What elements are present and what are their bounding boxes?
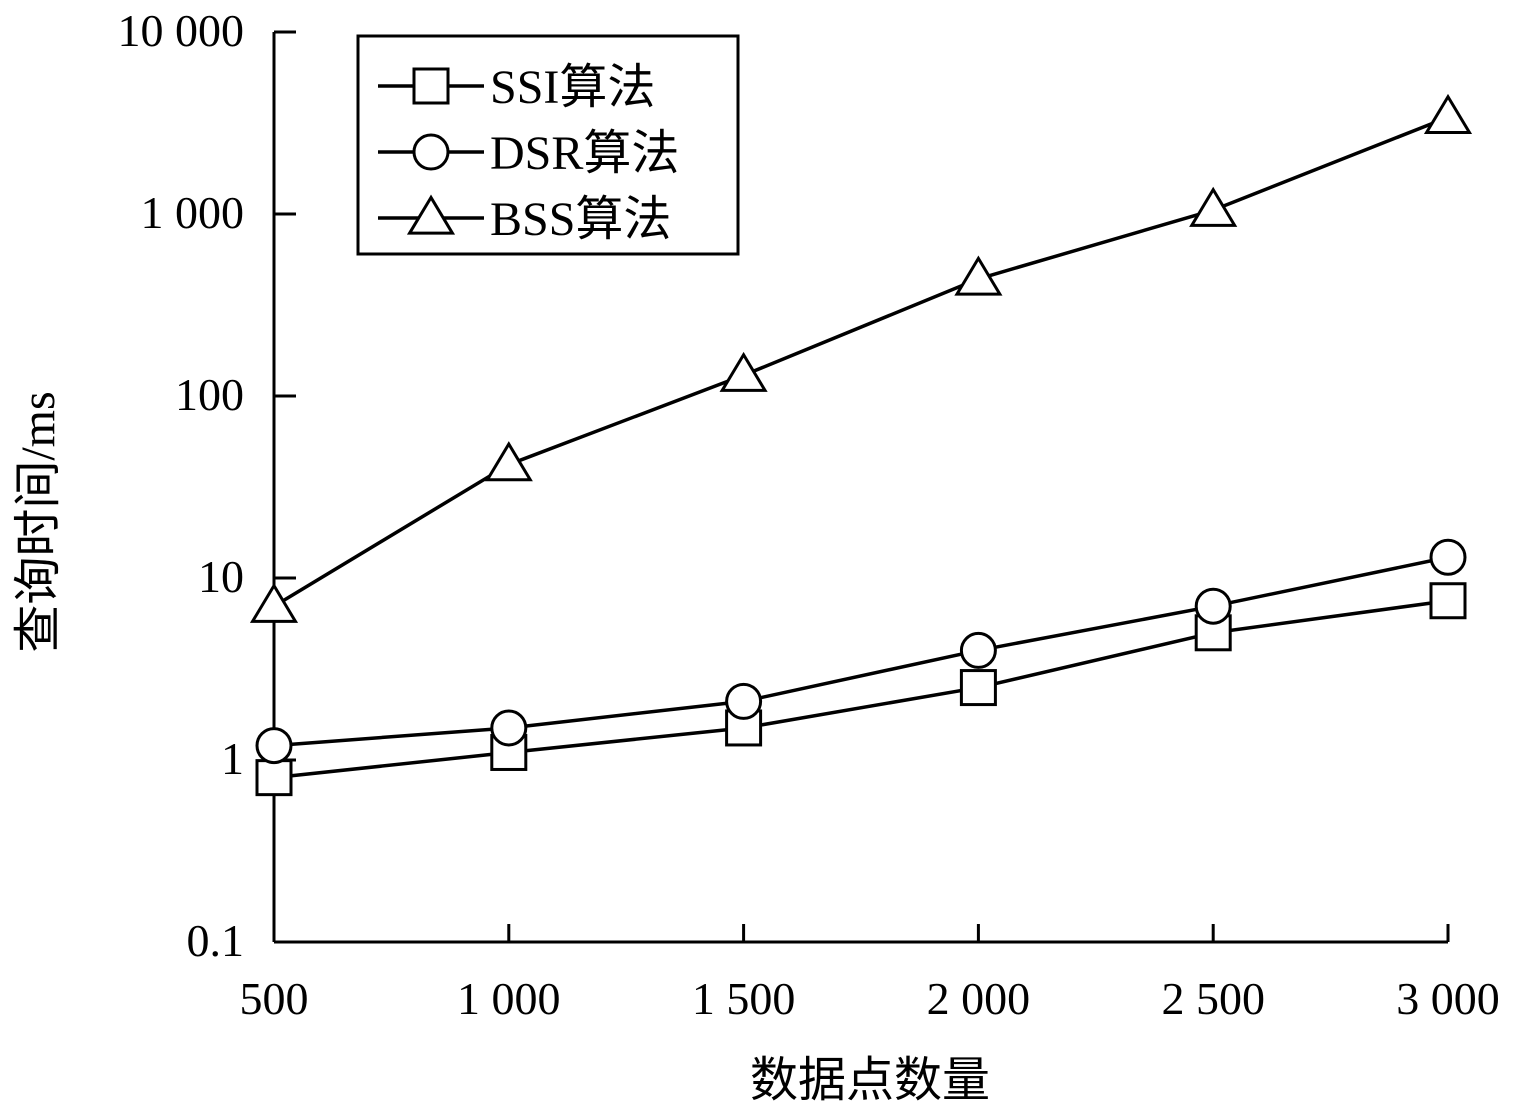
data-point [1423, 93, 1473, 134]
y-tick-label: 10 [198, 551, 244, 602]
series-line [273, 115, 1449, 608]
data-point [490, 709, 528, 747]
data-point [484, 441, 533, 482]
data-point [249, 582, 299, 623]
series-square [255, 582, 1467, 797]
y-tick-label: 1 [221, 733, 244, 784]
data-point [959, 631, 997, 669]
legend-label: BSS算法 [490, 193, 671, 246]
data-point [725, 682, 763, 720]
x-tick-label: 1 500 [692, 973, 796, 1024]
series-circle [255, 538, 1467, 765]
series-line [273, 599, 1449, 780]
ticks: 0.1 1 10 100 1 000 10 000 500 1 000 1 500 2 000 2 … [118, 5, 1500, 1024]
legend-marker [406, 194, 456, 235]
data-point [255, 727, 293, 765]
data-point [959, 669, 997, 707]
legend-label: DSR算法 [490, 127, 679, 180]
data-point [954, 255, 1003, 296]
x-axis-title: 数据点数量 [750, 1054, 990, 1107]
legend: SSI算法 DSR算法 BSS算法 [356, 34, 740, 256]
y-tick-label: 1 000 [141, 187, 245, 238]
data-point [1189, 186, 1238, 227]
data-point [1194, 587, 1232, 625]
x-tick-label: 1 000 [457, 973, 561, 1024]
series-line [273, 555, 1449, 748]
y-axis-title: 查询时间/ms [12, 391, 65, 652]
x-tick-label: 2 500 [1161, 973, 1265, 1024]
legend-label: SSI算法 [490, 61, 655, 114]
y-tick-label: 10 000 [118, 5, 245, 56]
y-tick-label: 100 [175, 369, 244, 420]
data-point [1429, 582, 1467, 620]
data-point [719, 351, 768, 392]
series-triangle [249, 93, 1473, 623]
x-tick-label: 500 [240, 973, 309, 1024]
data-point [1429, 538, 1467, 576]
legend-marker [412, 67, 450, 105]
x-tick-label: 3 000 [1396, 973, 1500, 1024]
x-tick-label: 2 000 [927, 973, 1031, 1024]
y-tick-label: 0.1 [187, 915, 245, 966]
series-layer [249, 93, 1473, 797]
data-point [255, 759, 293, 797]
legend-marker [412, 133, 450, 171]
